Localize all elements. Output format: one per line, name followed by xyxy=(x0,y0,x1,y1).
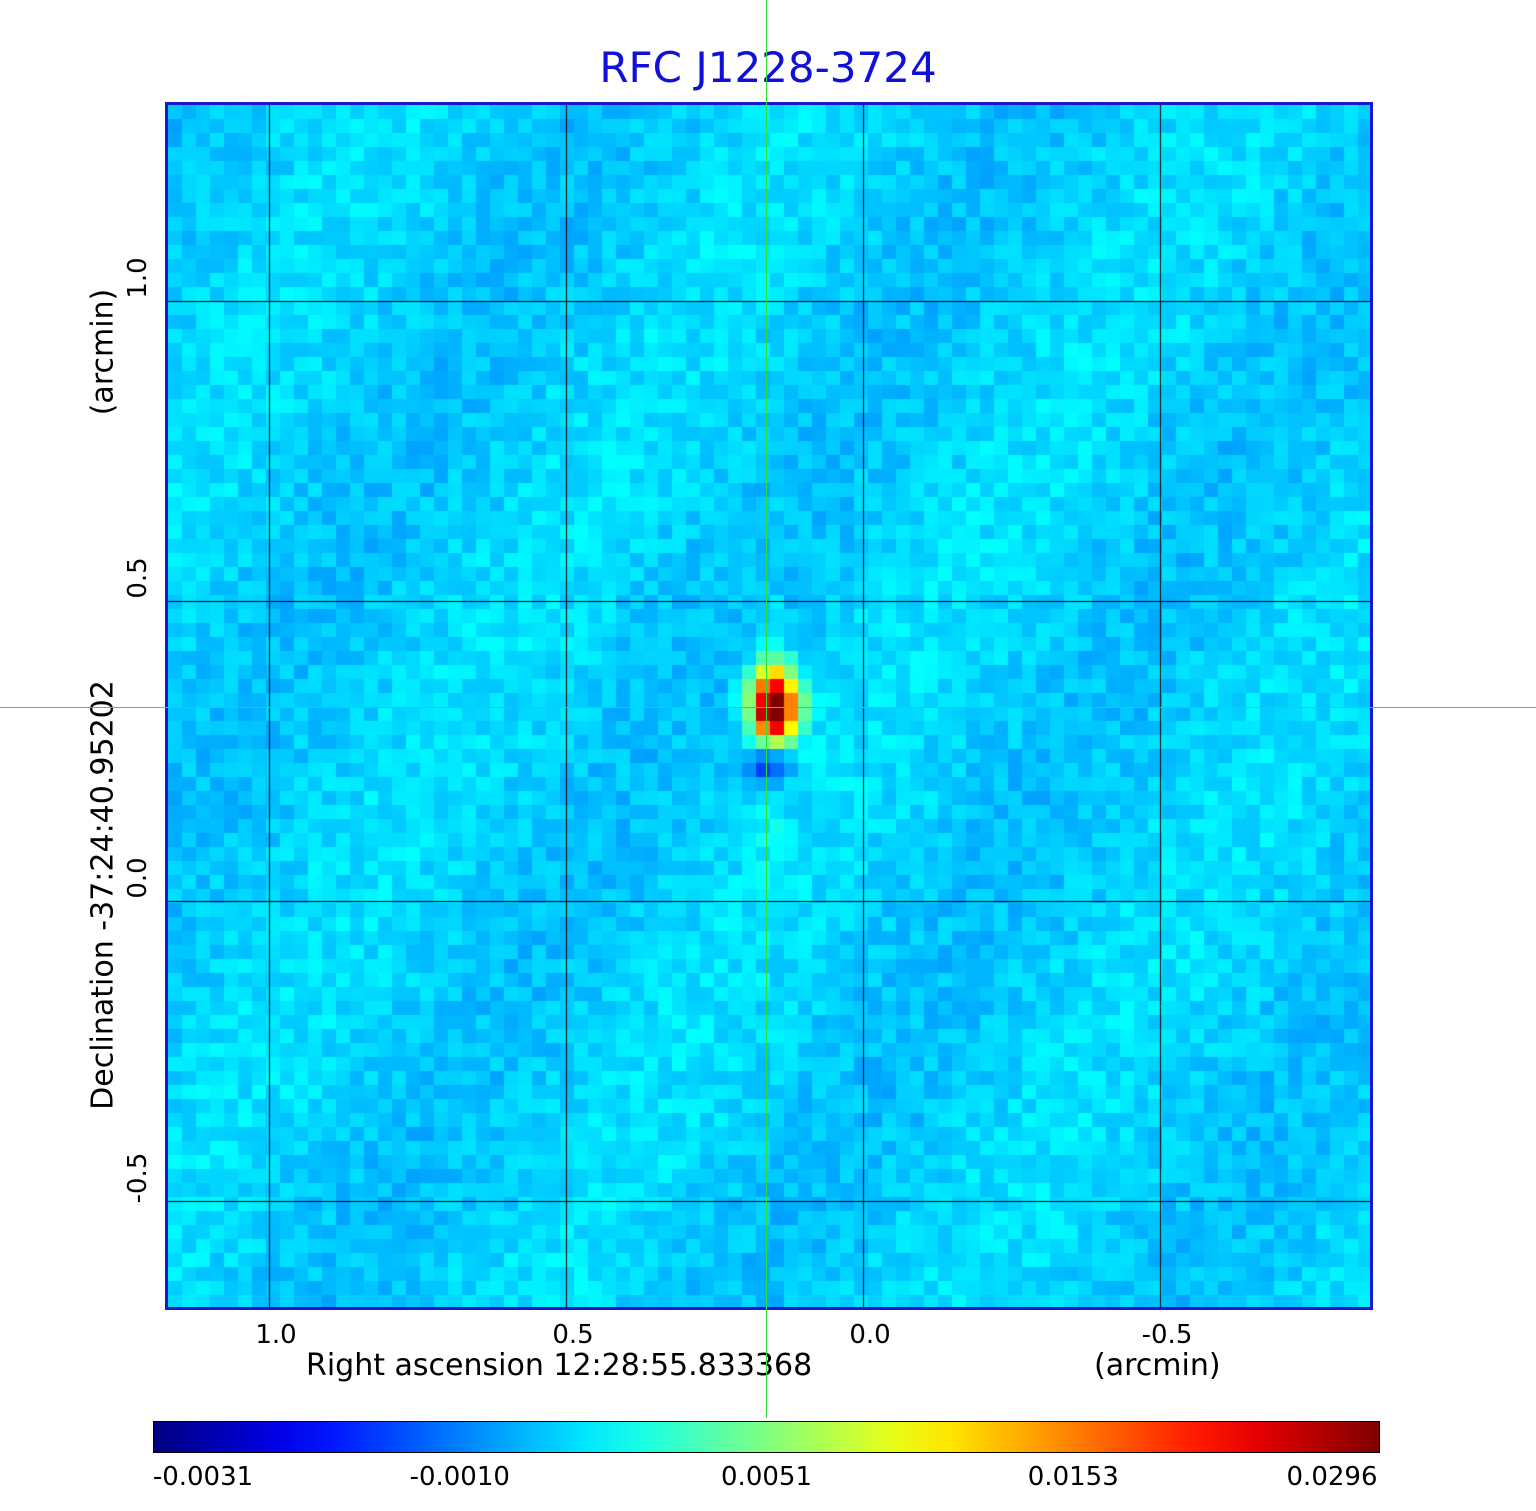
x-tick-label: 0.0 xyxy=(849,1320,891,1350)
colorbar-tick-label: -0.0010 xyxy=(409,1462,510,1492)
colorbar-tick-label: 0.0153 xyxy=(1027,1462,1119,1492)
crosshair-vertical xyxy=(766,0,767,1418)
x-tick-label: -0.5 xyxy=(1141,1320,1193,1350)
colorbar-tick-label: 0.0296 xyxy=(1286,1462,1378,1492)
image-title: RFC J1228-3724 xyxy=(599,43,937,92)
x-tick-label: 0.5 xyxy=(552,1320,594,1350)
colorbar-tick-label: 0.0051 xyxy=(721,1462,812,1492)
x-axis-label: Right ascension 12:28:55.833368 xyxy=(306,1348,813,1383)
radio-image-panel[interactable] xyxy=(165,102,1373,1310)
y-tick-label: 0.5 xyxy=(123,557,153,599)
y-tick-label: -0.5 xyxy=(123,1152,153,1204)
crosshair-horizontal xyxy=(0,707,1536,708)
x-tick-label: 1.0 xyxy=(255,1320,297,1350)
radio-image-canvas[interactable] xyxy=(168,105,1370,1307)
y-axis-label: Declination -37:24:40.95202 xyxy=(85,680,121,1110)
x-axis-unit: (arcmin) xyxy=(1094,1348,1221,1383)
colorbar xyxy=(153,1421,1380,1453)
y-axis-unit: (arcmin) xyxy=(85,288,121,416)
colorbar-tick-label: -0.0031 xyxy=(152,1462,254,1492)
y-tick-label: 1.0 xyxy=(123,257,153,299)
y-tick-label: 0.0 xyxy=(123,857,153,899)
